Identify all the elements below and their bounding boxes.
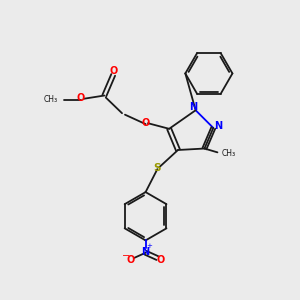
Text: N: N [142, 247, 150, 257]
Text: N: N [214, 122, 223, 131]
Text: N: N [190, 102, 198, 112]
Text: +: + [147, 243, 153, 249]
Text: −: − [122, 251, 130, 261]
Text: O: O [126, 255, 134, 266]
Text: O: O [142, 118, 150, 128]
Text: S: S [154, 163, 161, 173]
Text: O: O [157, 255, 165, 266]
Text: O: O [110, 66, 118, 76]
Text: O: O [77, 94, 85, 103]
Text: CH₃: CH₃ [221, 149, 236, 158]
Text: CH₃: CH₃ [44, 95, 58, 104]
